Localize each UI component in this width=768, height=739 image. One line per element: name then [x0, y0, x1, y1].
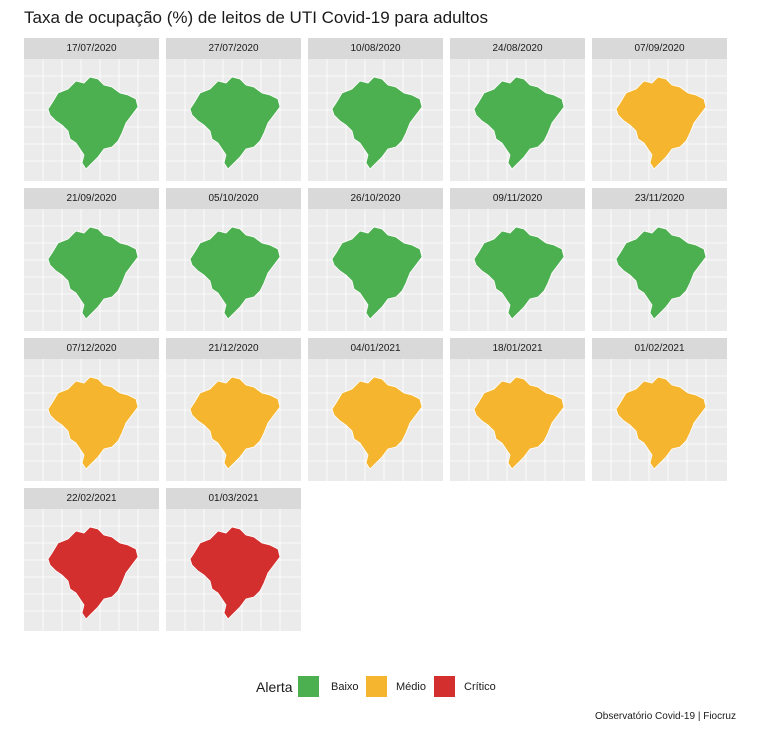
source-caption: Observatório Covid-19 | Fiocruz: [595, 711, 736, 722]
panel-date-label: 07/09/2020: [592, 38, 727, 59]
map-panel: 04/01/2021: [308, 338, 443, 481]
panel-map: [24, 509, 159, 631]
panel-map: [308, 359, 443, 481]
panel-date-label: 21/09/2020: [24, 188, 159, 209]
brazil-shape: [473, 76, 565, 170]
legend-key-medio: [366, 676, 387, 697]
panel-map: [24, 359, 159, 481]
brazil-shape: [189, 76, 281, 170]
panel-date-label: 24/08/2020: [450, 38, 585, 59]
map-panels: 17/07/2020 27/07/2020 10/08/2020 24/08/2020…: [24, 38, 734, 638]
panel-map: [24, 59, 159, 181]
brazil-shape: [615, 376, 707, 470]
panel-date-label: 26/10/2020: [308, 188, 443, 209]
panel-map: [450, 59, 585, 181]
panel-date-label: 23/11/2020: [592, 188, 727, 209]
map-panel: 26/10/2020: [308, 188, 443, 331]
brazil-shape: [473, 376, 565, 470]
panel-map: [450, 209, 585, 331]
panel-map: [308, 209, 443, 331]
panel-map: [592, 59, 727, 181]
map-panel: 21/12/2020: [166, 338, 301, 481]
map-panel: 05/10/2020: [166, 188, 301, 331]
chart-title: Taxa de ocupação (%) de leitos de UTI Co…: [24, 8, 488, 27]
map-panel: 01/02/2021: [592, 338, 727, 481]
brazil-shape: [47, 376, 139, 470]
legend-key-critico: [434, 676, 455, 697]
map-panel: 21/09/2020: [24, 188, 159, 331]
legend-title: Alerta: [256, 679, 293, 695]
panel-map: [24, 209, 159, 331]
map-panel: 10/08/2020: [308, 38, 443, 181]
map-panel: 09/11/2020: [450, 188, 585, 331]
brazil-shape: [331, 376, 423, 470]
panel-date-label: 09/11/2020: [450, 188, 585, 209]
panel-date-label: 21/12/2020: [166, 338, 301, 359]
legend-label-critico: Crítico: [464, 681, 496, 693]
panel-map: [450, 359, 585, 481]
panel-map: [308, 59, 443, 181]
brazil-shape: [331, 76, 423, 170]
brazil-shape: [47, 226, 139, 320]
map-panel: 27/07/2020: [166, 38, 301, 181]
map-panel: 23/11/2020: [592, 188, 727, 331]
brazil-shape: [189, 526, 281, 620]
legend-label-baixo: Baixo: [331, 681, 359, 693]
map-panel: 24/08/2020: [450, 38, 585, 181]
legend-key-baixo: [298, 676, 319, 697]
brazil-shape: [189, 226, 281, 320]
panel-map: [592, 209, 727, 331]
map-panel: 07/09/2020: [592, 38, 727, 181]
map-panel: 01/03/2021: [166, 488, 301, 631]
panel-date-label: 01/03/2021: [166, 488, 301, 509]
panel-map: [166, 359, 301, 481]
map-panel: 18/01/2021: [450, 338, 585, 481]
brazil-shape: [47, 526, 139, 620]
legend: Alerta Baixo Médio Crítico: [0, 676, 768, 700]
map-panel: 22/02/2021: [24, 488, 159, 631]
panel-date-label: 04/01/2021: [308, 338, 443, 359]
brazil-shape: [47, 76, 139, 170]
panel-date-label: 17/07/2020: [24, 38, 159, 59]
panel-date-label: 05/10/2020: [166, 188, 301, 209]
panel-map: [166, 59, 301, 181]
panel-date-label: 01/02/2021: [592, 338, 727, 359]
map-panel: 07/12/2020: [24, 338, 159, 481]
legend-label-medio: Médio: [396, 681, 426, 693]
panel-date-label: 22/02/2021: [24, 488, 159, 509]
panel-map: [592, 359, 727, 481]
panel-map: [166, 509, 301, 631]
brazil-shape: [331, 226, 423, 320]
brazil-shape: [615, 226, 707, 320]
panel-date-label: 10/08/2020: [308, 38, 443, 59]
panel-map: [166, 209, 301, 331]
brazil-shape: [473, 226, 565, 320]
panel-date-label: 27/07/2020: [166, 38, 301, 59]
panel-date-label: 18/01/2021: [450, 338, 585, 359]
brazil-shape: [189, 376, 281, 470]
map-panel: 17/07/2020: [24, 38, 159, 181]
panel-date-label: 07/12/2020: [24, 338, 159, 359]
brazil-shape: [615, 76, 707, 170]
